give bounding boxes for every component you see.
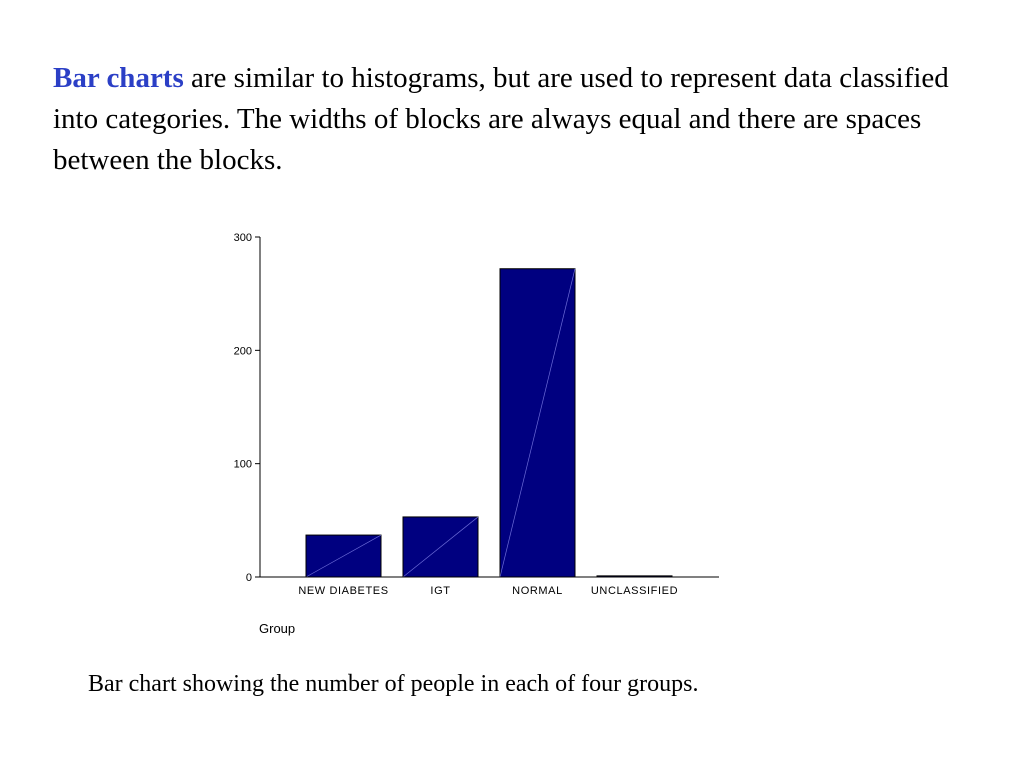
- y-axis: 0 100 200 300: [234, 232, 261, 584]
- y-tick-label: 0: [246, 572, 252, 584]
- x-tick-label: NEW DIABETES: [298, 585, 388, 597]
- bars: [305, 268, 673, 578]
- x-tick-label: IGT: [430, 585, 450, 597]
- x-tick-label: UNCLASSIFIED: [591, 585, 678, 597]
- chart-caption: Bar chart showing the number of people i…: [88, 671, 699, 697]
- y-tick-label: 300: [234, 232, 252, 244]
- y-tick-label: 100: [234, 459, 252, 471]
- bar-diagonal: [499, 268, 576, 578]
- x-axis: NEW DIABETES IGT NORMAL UNCLASSIFIED: [260, 576, 719, 597]
- intro-paragraph: Bar charts are similar to histograms, bu…: [53, 58, 953, 181]
- bar-diagonal: [402, 516, 479, 578]
- x-axis-title: Group: [259, 621, 295, 636]
- x-tick-label: NORMAL: [512, 585, 563, 597]
- intro-highlight: Bar charts: [53, 62, 184, 94]
- y-tick-label: 200: [234, 345, 252, 357]
- bar-diagonal: [305, 534, 382, 578]
- intro-text: are similar to histograms, but are used …: [53, 62, 949, 176]
